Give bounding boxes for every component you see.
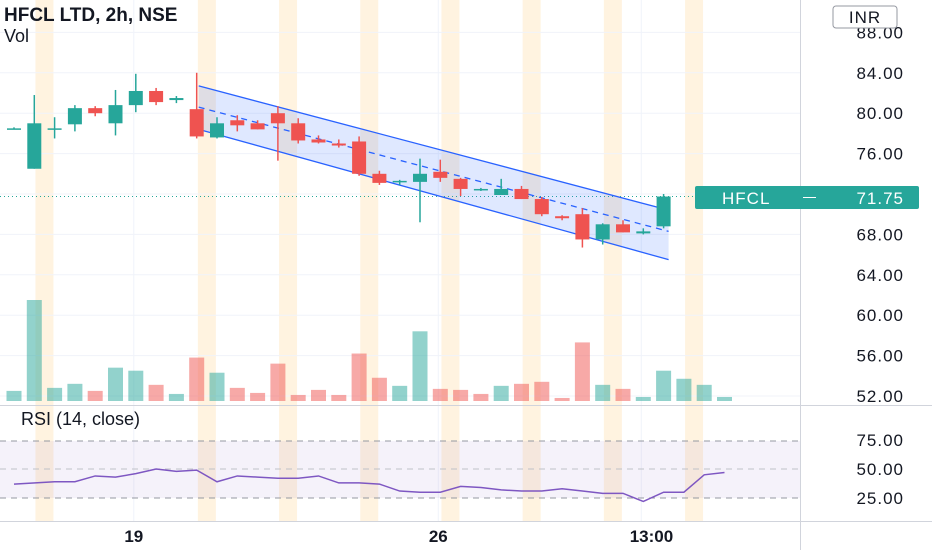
price-tick-label: 84.00 — [856, 64, 904, 83]
candle-body — [575, 214, 589, 239]
rsi-tick-label: 75.00 — [856, 431, 904, 450]
candle-body — [230, 120, 244, 125]
volume-bar — [210, 373, 225, 401]
volume-bar — [494, 386, 509, 401]
rsi-label: RSI (14, close) — [21, 409, 140, 429]
price-tick-label: 52.00 — [856, 387, 904, 406]
candle-body — [616, 224, 630, 232]
volume-bar — [413, 331, 428, 401]
price-tick-label: 68.00 — [856, 225, 904, 244]
volume-bar — [108, 368, 123, 401]
price-tag-value: 71.75 — [856, 189, 904, 208]
volume-bar — [433, 389, 448, 401]
volume-bar — [27, 300, 42, 401]
candle-body — [636, 231, 650, 233]
volume-bar — [392, 386, 407, 401]
volume-bar — [697, 385, 712, 401]
price-tick-label: 80.00 — [856, 104, 904, 123]
time-tick-label: 19 — [124, 527, 143, 546]
volume-bar — [636, 397, 651, 401]
candle-body — [515, 189, 529, 199]
chart-title: HFCL LTD, 2h, NSE — [4, 5, 177, 26]
volume-bar — [473, 394, 488, 401]
candle-body — [88, 108, 102, 113]
candle-body — [251, 123, 265, 129]
candle-body — [271, 113, 285, 123]
candle-body — [332, 144, 346, 146]
price-tick-label: 76.00 — [856, 145, 904, 164]
candle-body — [474, 189, 488, 191]
volume-bar — [616, 389, 631, 401]
volume-bar — [88, 391, 103, 401]
volume-bar — [169, 394, 184, 401]
volume-bar — [331, 395, 346, 401]
candle-body — [454, 179, 468, 189]
volume-bar — [67, 384, 82, 401]
candle-body — [129, 91, 143, 105]
price-tick-label: 56.00 — [856, 347, 904, 366]
last-price-tag: HFCL 71.75 — [695, 186, 919, 209]
candle-body — [149, 91, 163, 102]
candle-body — [596, 224, 610, 239]
candle-body — [433, 172, 447, 178]
rsi-tick-label: 25.00 — [856, 489, 904, 508]
volume-bar — [514, 384, 529, 401]
volume-bar — [656, 371, 671, 401]
candle-body — [7, 128, 21, 130]
price-tick-label: 60.00 — [856, 306, 904, 325]
volume-bar — [311, 390, 326, 401]
volume-bar — [7, 391, 22, 401]
candle-body — [372, 174, 386, 183]
volume-bar — [128, 371, 143, 401]
candle-body — [352, 141, 366, 173]
volume-bar — [47, 388, 62, 401]
volume-bar — [575, 342, 590, 401]
candle-body — [312, 139, 326, 142]
volume-bar — [595, 385, 610, 401]
candle-body — [291, 123, 305, 140]
candle-body — [210, 123, 224, 137]
candle-body — [68, 108, 82, 124]
price-tag-symbol: HFCL — [722, 189, 770, 208]
candle-body — [48, 128, 62, 130]
price-tick-label: 64.00 — [856, 266, 904, 285]
candle-body — [27, 123, 41, 168]
volume-bar — [149, 385, 164, 401]
candle-body — [393, 181, 407, 183]
volume-bar — [453, 390, 468, 401]
candle-body — [494, 189, 508, 195]
volume-bar — [230, 388, 245, 401]
volume-bar — [189, 358, 204, 401]
volume-bar — [250, 393, 265, 401]
candle-body — [555, 216, 569, 218]
rsi-tick-label: 50.00 — [856, 460, 904, 479]
candle-body — [535, 199, 549, 214]
volume-bar — [717, 397, 732, 401]
volume-bar — [270, 364, 285, 401]
time-tick-label: 26 — [429, 527, 448, 546]
volume-bar — [352, 354, 367, 401]
candle-body — [413, 174, 427, 182]
candle-body — [109, 105, 123, 123]
candle-body — [190, 109, 204, 136]
volume-bar — [555, 398, 570, 401]
volume-bar — [291, 395, 306, 401]
time-tick-label: 13:00 — [630, 527, 673, 546]
rsi-background — [0, 441, 800, 498]
candle-body — [169, 98, 183, 100]
candle-body — [657, 197, 671, 227]
volume-bar — [534, 382, 549, 401]
currency-button[interactable]: INR — [833, 6, 897, 28]
currency-label: INR — [849, 8, 881, 27]
volume-label: Vol — [4, 26, 29, 46]
volume-bar — [676, 379, 691, 401]
volume-bar — [372, 378, 387, 401]
